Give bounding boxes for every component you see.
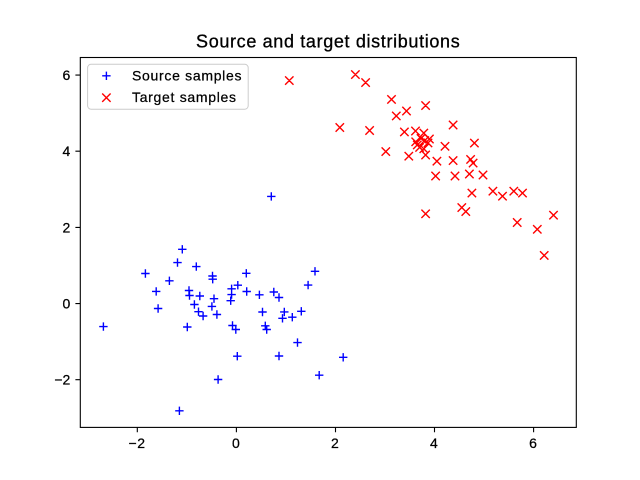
svg-text:−2: −2 bbox=[129, 435, 146, 451]
svg-text:4: 4 bbox=[430, 435, 438, 451]
svg-text:Target samples: Target samples bbox=[132, 89, 237, 105]
svg-text:Source samples: Source samples bbox=[132, 67, 242, 83]
svg-text:0: 0 bbox=[63, 296, 71, 312]
svg-text:−2: −2 bbox=[54, 372, 70, 388]
svg-text:2: 2 bbox=[331, 435, 339, 451]
svg-text:Source and target distribution: Source and target distributions bbox=[196, 32, 460, 52]
svg-text:6: 6 bbox=[529, 435, 537, 451]
svg-text:0: 0 bbox=[232, 435, 240, 451]
svg-text:4: 4 bbox=[63, 143, 71, 159]
svg-text:2: 2 bbox=[63, 219, 71, 235]
svg-text:6: 6 bbox=[63, 67, 71, 83]
